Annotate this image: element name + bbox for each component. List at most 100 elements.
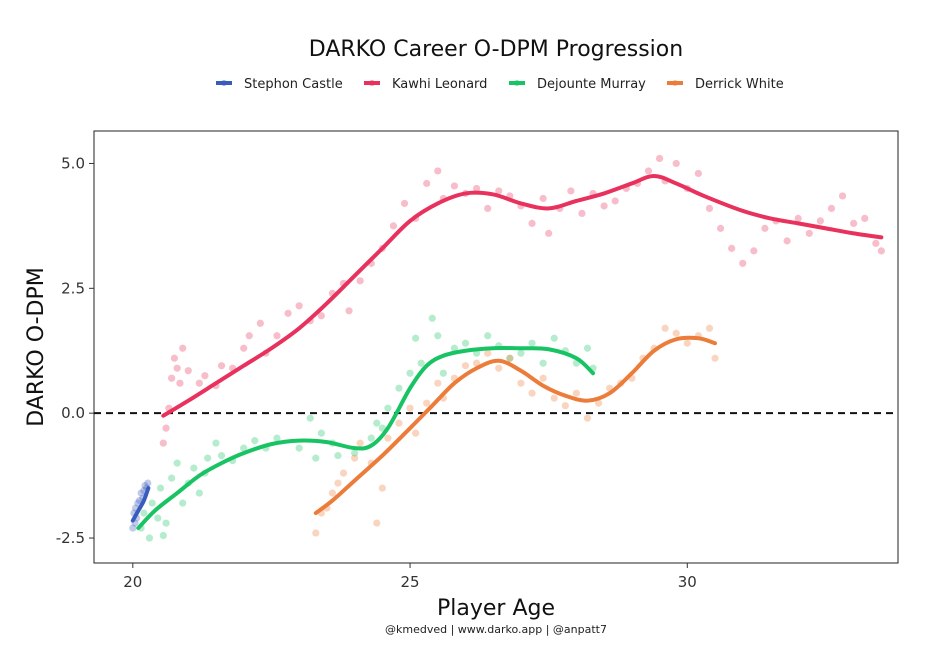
data-point-kawhi-leonard xyxy=(295,302,303,310)
chart-title: DARKO Career O-DPM Progression xyxy=(309,37,683,62)
data-point-dejounte-murray xyxy=(528,339,536,347)
data-point-kawhi-leonard xyxy=(816,217,824,225)
data-point-dejounte-murray xyxy=(162,519,170,527)
data-point-derrick-white xyxy=(384,434,392,442)
x-axis: 20 25 30 xyxy=(123,563,697,591)
smooth-line-stephon-castle xyxy=(130,486,151,523)
data-point-dejounte-murray xyxy=(240,444,248,452)
smooth-line-dejounte-murray xyxy=(136,346,596,531)
smooth-line-kawhi-leonard xyxy=(161,173,884,418)
data-point-kawhi-leonard xyxy=(838,192,847,200)
data-point-dejounte-murray xyxy=(517,349,525,357)
data-point-derrick-white xyxy=(550,394,558,402)
data-point-derrick-white xyxy=(406,404,414,412)
y-axis: -2.5 0.0 2.5 5.0 xyxy=(56,154,94,547)
data-point-dejounte-murray xyxy=(168,474,176,482)
legend-label-dejounte-murray: Dejounte Murray xyxy=(537,77,646,92)
data-point-dejounte-murray xyxy=(334,452,342,460)
smooth-line-derrick-white xyxy=(313,335,718,516)
data-point-dejounte-murray xyxy=(173,459,181,467)
data-point-kawhi-leonard xyxy=(170,354,178,362)
data-point-kawhi-leonard xyxy=(655,154,664,163)
data-point-dejounte-murray xyxy=(148,499,156,507)
data-point-kawhi-leonard xyxy=(284,309,292,317)
data-point-kawhi-leonard xyxy=(578,209,586,218)
data-point-dejounte-murray xyxy=(159,531,167,540)
data-point-dejounte-murray xyxy=(204,454,212,462)
data-point-kawhi-leonard xyxy=(400,199,409,208)
data-point-kawhi-leonard xyxy=(600,202,608,210)
data-point-kawhi-leonard xyxy=(195,379,203,387)
caption: @kmedved | www.darko.app | @anpatt7 xyxy=(385,623,607,636)
data-point-derrick-white xyxy=(356,439,364,447)
data-point-kawhi-leonard xyxy=(217,362,226,370)
data-point-kawhi-leonard xyxy=(317,312,325,320)
data-point-derrick-white xyxy=(373,519,381,527)
data-point-kawhi-leonard xyxy=(794,214,802,222)
data-point-stephon-castle xyxy=(129,524,137,532)
data-point-kawhi-leonard xyxy=(672,159,680,168)
data-point-kawhi-leonard xyxy=(345,307,353,315)
y-tick-label: -2.5 xyxy=(56,529,85,547)
data-point-kawhi-leonard xyxy=(450,182,459,190)
data-point-dejounte-murray xyxy=(312,454,320,462)
legend-key-point-stephon-castle xyxy=(221,80,227,86)
data-point-kawhi-leonard xyxy=(861,214,869,222)
data-point-kawhi-leonard xyxy=(159,439,167,447)
data-point-dejounte-murray xyxy=(317,429,325,437)
data-point-derrick-white xyxy=(312,529,320,537)
data-point-kawhi-leonard xyxy=(611,197,619,205)
data-point-dejounte-murray xyxy=(179,499,187,507)
data-point-derrick-white xyxy=(351,454,359,462)
data-point-kawhi-leonard xyxy=(705,204,714,213)
data-point-derrick-white xyxy=(683,339,691,347)
x-axis-title: Player Age xyxy=(437,596,555,621)
data-point-kawhi-leonard xyxy=(716,224,725,232)
data-point-dejounte-murray xyxy=(217,452,226,460)
data-point-derrick-white xyxy=(672,329,680,337)
data-point-dejounte-murray xyxy=(450,344,459,352)
data-point-derrick-white xyxy=(517,379,525,387)
data-point-derrick-white xyxy=(583,414,592,422)
data-point-dejounte-murray xyxy=(156,484,165,492)
data-point-dejounte-murray xyxy=(434,332,442,340)
data-point-kawhi-leonard xyxy=(728,244,736,252)
legend-key-point-kawhi-leonard xyxy=(369,80,375,86)
data-point-derrick-white xyxy=(711,354,719,362)
legend-label-derrick-white: Derrick White xyxy=(695,77,784,92)
data-point-kawhi-leonard xyxy=(545,229,553,237)
data-point-dejounte-murray xyxy=(384,404,392,412)
data-point-derrick-white xyxy=(705,324,714,332)
legend-key-point-derrick-white xyxy=(672,80,678,86)
data-point-dejounte-murray xyxy=(140,509,148,517)
data-point-dejounte-murray xyxy=(251,437,259,445)
data-point-dejounte-murray xyxy=(306,414,314,422)
data-point-derrick-white xyxy=(461,362,470,370)
legend: Stephon Castle Kawhi Leonard Dejounte Murr… xyxy=(216,77,784,92)
y-tick-label: 5.0 xyxy=(61,154,85,172)
y-tick-label: 0.0 xyxy=(61,404,85,422)
data-point-dejounte-murray xyxy=(506,354,514,362)
data-point-dejounte-murray xyxy=(406,369,414,377)
data-point-kawhi-leonard xyxy=(162,424,170,432)
data-point-derrick-white xyxy=(423,399,431,407)
data-point-kawhi-leonard xyxy=(567,187,575,195)
data-point-dejounte-murray xyxy=(439,369,447,377)
data-point-kawhi-leonard xyxy=(423,179,431,188)
data-point-derrick-white xyxy=(506,354,514,362)
x-tick-label: 30 xyxy=(678,573,697,591)
data-point-derrick-white xyxy=(328,489,337,497)
data-point-kawhi-leonard xyxy=(850,219,858,227)
data-point-dejounte-murray xyxy=(583,344,592,352)
data-point-kawhi-leonard xyxy=(179,344,187,352)
data-point-dejounte-murray xyxy=(367,434,375,442)
data-point-dejounte-murray xyxy=(351,449,359,457)
data-point-dejounte-murray xyxy=(461,339,470,347)
data-point-dejounte-murray xyxy=(190,464,198,472)
data-point-dejounte-murray xyxy=(395,384,403,392)
data-point-dejounte-murray xyxy=(428,314,436,322)
data-point-kawhi-leonard xyxy=(256,319,264,327)
legend-label-kawhi-leonard: Kawhi Leonard xyxy=(392,77,487,92)
legend-key-point-dejounte-murray xyxy=(514,80,520,86)
